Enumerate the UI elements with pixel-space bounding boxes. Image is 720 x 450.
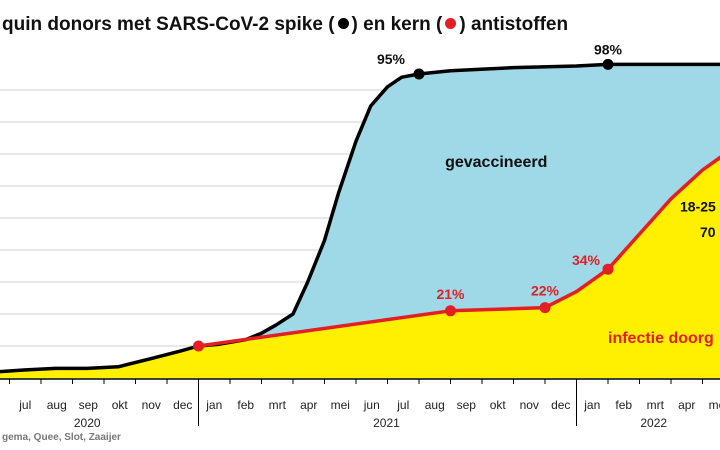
month-tick-label: dec xyxy=(551,398,570,412)
spike-dot-icon xyxy=(337,17,349,29)
title-text-part3: ) antistoffen xyxy=(459,14,569,35)
month-tick-label: jan xyxy=(583,398,600,412)
month-tick-label: jan xyxy=(205,398,222,412)
vaccinated-label: gevaccineerd xyxy=(445,154,547,171)
title-text-part2: ) en kern ( xyxy=(351,14,443,35)
month-tick-label: aug xyxy=(425,398,445,412)
month-tick-label: feb xyxy=(237,398,254,412)
title-text-part1: quin donors met SARS-CoV-2 spike ( xyxy=(2,14,335,35)
kern-series-line xyxy=(198,155,720,348)
percent-label: 70 xyxy=(700,224,716,240)
age-group-label: 18-25 xyxy=(680,199,716,215)
month-tick-label: okt xyxy=(112,398,129,412)
year-label: 2020 xyxy=(74,416,101,430)
month-tick-label: nov xyxy=(142,398,161,412)
month-tick-label: aug xyxy=(47,398,67,412)
kern-marker-label: 34% xyxy=(572,252,601,268)
month-tick-label: sep xyxy=(457,398,477,412)
kern-marker-label: 22% xyxy=(531,283,560,299)
vaccinated-area xyxy=(198,64,720,346)
spike-marker xyxy=(602,58,614,70)
kern-dot-icon xyxy=(445,17,457,29)
month-tick-label: sep xyxy=(79,398,99,412)
spike-marker xyxy=(413,68,425,80)
infection-area xyxy=(0,157,720,378)
month-tick-label: apr xyxy=(678,398,695,412)
spike-series-line xyxy=(0,62,720,374)
year-label: 2022 xyxy=(640,416,667,430)
month-tick-label: dec xyxy=(173,398,192,412)
infection-label: infectie doorg xyxy=(608,330,714,347)
source-credit: gema, Quee, Slot, Zaaijer xyxy=(2,432,121,443)
month-tick-label: jul xyxy=(18,398,31,412)
month-tick-label: okt xyxy=(490,398,507,412)
month-tick-label: mrt xyxy=(269,398,287,412)
kern-marker xyxy=(602,263,614,275)
month-tick-label: jul xyxy=(396,398,409,412)
kern-marker xyxy=(193,340,204,352)
month-tick-label: jun xyxy=(363,398,380,412)
spike-marker-label: 98% xyxy=(594,41,623,57)
kern-marker-label: 21% xyxy=(436,286,465,302)
kern-marker xyxy=(539,302,551,314)
month-tick-label: mei xyxy=(331,398,350,412)
month-tick-label: feb xyxy=(615,398,632,412)
year-label: 2021 xyxy=(373,416,400,430)
month-tick-label: mrt xyxy=(647,398,665,412)
month-tick-label: nov xyxy=(520,398,539,412)
chart-title: quin donors met SARS-CoV-2 spike ( ) en k… xyxy=(2,14,568,36)
month-tick-label: mei xyxy=(709,398,720,412)
spike-marker-label: 95% xyxy=(377,51,406,67)
month-tick-label: apr xyxy=(300,398,317,412)
kern-marker xyxy=(445,305,456,317)
